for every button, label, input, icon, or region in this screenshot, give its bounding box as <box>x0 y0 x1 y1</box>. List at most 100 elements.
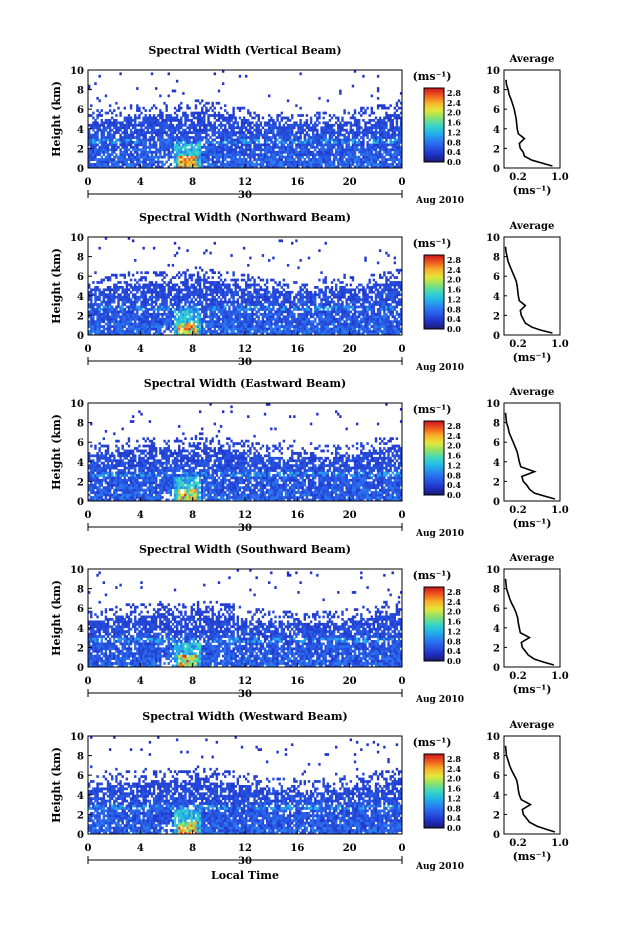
y-tick-label: 8 <box>77 86 84 97</box>
colorbar-band <box>424 625 444 629</box>
colorbar-tick-label: 2.8 <box>447 88 461 98</box>
x-tick-label: 8 <box>189 843 196 854</box>
panel-title: Spectral Width (Vertical Beam) <box>148 44 341 57</box>
colorbar-band <box>424 277 444 280</box>
avg-y-tick-label: 0 <box>493 331 500 342</box>
colorbar-tick-label: 2.4 <box>447 431 461 441</box>
colorbar-band <box>424 636 444 640</box>
colorbar-band <box>424 256 444 260</box>
colorbar-band <box>424 805 444 809</box>
avg-profile-line <box>504 578 555 666</box>
colorbar-band <box>424 301 444 304</box>
colorbar-band <box>424 136 444 139</box>
colorbar-band <box>424 303 444 306</box>
y-tick-label: 2 <box>77 144 84 155</box>
x-tick-label: 16 <box>290 676 304 687</box>
avg-x-tick-label: 1.0 <box>551 838 568 849</box>
avg-x-axis-label: (ms⁻¹) <box>513 683 552 696</box>
x-tick-label: 0 <box>85 676 92 687</box>
colorbar-band <box>424 485 444 488</box>
colorbar-band <box>424 646 444 649</box>
colorbar-band <box>424 470 444 474</box>
colorbar-band <box>424 483 444 487</box>
y-tick-label: 2 <box>77 643 84 654</box>
colorbar-band <box>424 448 444 451</box>
avg-title: Average <box>509 553 555 564</box>
colorbar-band <box>424 323 444 326</box>
colorbar-band <box>424 458 444 461</box>
colorbar-band <box>424 147 444 150</box>
y-tick-label: 0 <box>77 164 84 175</box>
colorbar-band <box>424 796 444 799</box>
colorbar-frame <box>423 420 445 496</box>
colorbar-band <box>424 104 444 107</box>
colorbar-band <box>424 601 444 605</box>
colorbar-band <box>424 137 444 141</box>
y-tick-label: 4 <box>77 458 84 469</box>
colorbar-band <box>424 292 444 295</box>
colorbar-band <box>424 469 444 472</box>
heatmap-cells <box>88 569 403 668</box>
day-label: 30 <box>238 856 252 867</box>
colorbar-band <box>424 441 444 444</box>
avg-x-axis-label: (ms⁻¹) <box>513 184 552 197</box>
x-tick-label: 8 <box>189 676 196 687</box>
colorbar-band <box>424 319 444 322</box>
panel-title: Spectral Width (Westward Beam) <box>142 710 347 723</box>
colorbar-band <box>424 603 444 606</box>
colorbar-band <box>424 800 444 803</box>
y-tick-label: 2 <box>77 810 84 821</box>
avg-x-tick-label: 1.0 <box>551 671 568 682</box>
colorbar-band <box>424 754 444 757</box>
colorbar-band <box>424 607 444 610</box>
colorbar-tick-label: 0.8 <box>447 636 461 646</box>
colorbar-unit: (ms⁻¹) <box>413 237 452 250</box>
x-tick-label: 16 <box>290 510 304 521</box>
colorbar-band <box>424 255 444 258</box>
panel-2: Spectral Width (Eastward Beam) 0 2 4 6 8 10 Hei… <box>50 377 569 539</box>
colorbar-band <box>424 130 444 133</box>
colorbar-band <box>424 487 444 490</box>
colorbar-band <box>424 631 444 634</box>
colorbar-band <box>424 612 444 616</box>
colorbar-band <box>424 467 444 470</box>
colorbar-band <box>424 472 444 476</box>
colorbar-band <box>424 150 444 154</box>
colorbar-band <box>424 149 444 152</box>
avg-title: Average <box>509 54 555 65</box>
colorbar-band <box>424 450 444 453</box>
avg-y-tick-label: 8 <box>493 86 500 97</box>
colorbar-band <box>424 659 444 662</box>
avg-profile-line <box>505 79 553 167</box>
x-tick-label: 12 <box>238 177 252 188</box>
colorbar-band <box>424 622 444 625</box>
avg-x-tick-label: 0.2 <box>509 172 526 183</box>
colorbar-band <box>424 119 444 122</box>
colorbar-tick-label: 1.6 <box>447 118 461 128</box>
colorbar-band <box>424 587 444 590</box>
colorbar-band <box>424 818 444 821</box>
colorbar-band <box>424 424 444 427</box>
colorbar-frame <box>423 586 445 662</box>
avg-profile-line <box>504 246 553 334</box>
colorbar-tick-label: 2.4 <box>447 764 461 774</box>
colorbar-band <box>424 426 444 429</box>
colorbar-tick-label: 0.8 <box>447 803 461 813</box>
colorbar-frame <box>423 87 445 163</box>
colorbar-band <box>424 594 444 597</box>
colorbar-band <box>424 611 444 614</box>
x-tick-label: 0 <box>85 510 92 521</box>
colorbar-band <box>424 618 444 621</box>
colorbar-band <box>424 445 444 448</box>
colorbar-unit: (ms⁻¹) <box>413 569 452 582</box>
colorbar-band <box>424 633 444 636</box>
y-axis-label: Height (km) <box>50 414 63 490</box>
colorbar-band <box>424 635 444 638</box>
colorbar-band <box>424 143 444 146</box>
avg-y-tick-label: 4 <box>493 125 500 136</box>
colorbar-band <box>424 640 444 643</box>
colorbar-band <box>424 443 444 446</box>
avg-frame <box>503 69 561 169</box>
colorbar-tick-label: 1.6 <box>447 451 461 461</box>
colorbar-tick-label: 2.0 <box>447 607 461 617</box>
